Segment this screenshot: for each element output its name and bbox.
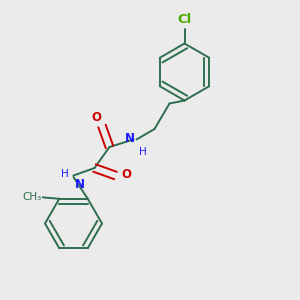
Text: CH₃: CH₃ [22,192,41,202]
Text: H: H [139,147,147,157]
Text: N: N [125,132,135,145]
Text: Cl: Cl [177,13,192,26]
Text: N: N [75,178,85,191]
Text: H: H [61,169,69,179]
Text: O: O [121,168,131,181]
Text: O: O [92,111,102,124]
